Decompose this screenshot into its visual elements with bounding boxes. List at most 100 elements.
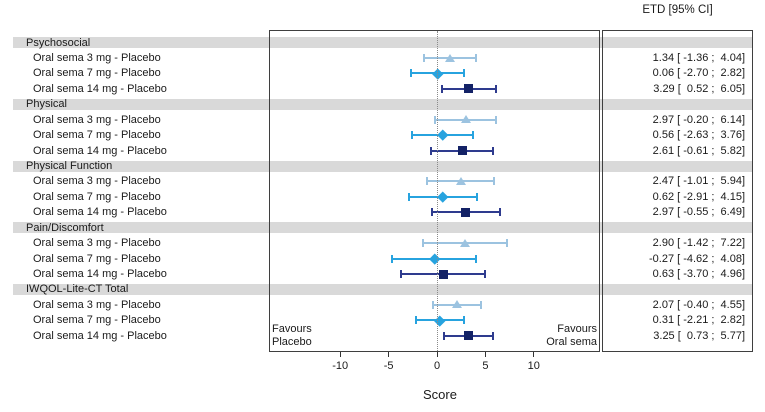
favours-oral-sema-line2: Oral sema (546, 335, 597, 348)
marker-triangle-icon (455, 176, 466, 185)
error-bar-cap-left (434, 115, 437, 124)
group-band (13, 283, 753, 295)
row-label: Oral sema 14 mg - Placebo (33, 206, 167, 219)
error-bar-cap-right (493, 177, 496, 186)
ci-value: 2.61 [ -0.61 ; 5.82] (652, 144, 745, 157)
error-bar-cap-left (430, 146, 433, 155)
marker-triangle-icon (452, 300, 463, 309)
row-label: Oral sema 14 mg - Placebo (33, 144, 167, 157)
etd-column-header: ETD [95% CI] (642, 4, 713, 16)
error-bar-cap-right (472, 131, 475, 140)
marker-square-icon (464, 84, 474, 94)
error-bar-cap-left (432, 300, 435, 309)
error-bar-cap-right (463, 69, 466, 78)
zero-reference-line (436, 31, 438, 351)
row-label: Oral sema 7 mg - Placebo (33, 190, 161, 203)
error-bar-cap-left (426, 177, 429, 186)
error-bar-cap-left (441, 84, 444, 93)
ci-value: 2.90 [ -1.42 ; 7.22] (652, 237, 745, 250)
group-label: IWQOL-Lite-CT Total (26, 283, 129, 296)
group-band (13, 37, 753, 49)
x-tick (388, 352, 390, 357)
x-tick (533, 352, 535, 357)
marker-triangle-icon (460, 115, 471, 124)
group-band (13, 98, 753, 110)
x-tick-label: 0 (433, 360, 441, 372)
error-bar-cap-right (492, 146, 495, 155)
x-axis-title: Score (423, 387, 457, 402)
ci-value: 0.56 [ -2.63 ; 3.76] (652, 129, 745, 142)
error-bar-cap-left (430, 208, 433, 217)
row-label: Oral sema 3 mg - Placebo (33, 237, 161, 250)
error-bar-cap-right (491, 331, 494, 340)
ci-value: -0.27 [ -4.62 ; 4.08] (648, 252, 745, 265)
error-bar-cap-right (484, 270, 486, 279)
error-bar-cap-right (463, 316, 466, 325)
row-label: Oral sema 14 mg - Placebo (33, 329, 167, 342)
value-panel-border (602, 30, 753, 352)
marker-triangle-icon (444, 53, 455, 62)
error-bar-cap-right (495, 115, 498, 124)
row-label: Oral sema 3 mg - Placebo (33, 113, 161, 126)
marker-triangle-icon (460, 238, 471, 247)
ci-value: 3.25 [ 0.73 ; 5.77] (653, 329, 745, 342)
error-bar-cap-right (475, 54, 478, 63)
group-label: Physical Function (26, 160, 113, 173)
favours-placebo-label: Favours Placebo (272, 323, 312, 348)
error-bar-cap-left (407, 192, 410, 201)
row-label: Oral sema 7 mg - Placebo (33, 67, 161, 80)
error-bar-cap-left (422, 239, 425, 248)
ci-value: 0.31 [ -2.21 ; 2.82] (652, 314, 745, 327)
x-tick (484, 352, 486, 357)
ci-value: 2.47 [ -1.01 ; 5.94] (652, 175, 745, 188)
x-tick-label: 5 (482, 360, 489, 372)
ci-value: 2.07 [ -0.40 ; 4.55] (652, 298, 745, 311)
error-bar-cap-right (505, 239, 508, 248)
row-label: Oral sema 7 mg - Placebo (33, 314, 161, 327)
x-tick-label: -10 (332, 360, 349, 372)
group-label: Physical (26, 98, 67, 111)
x-tick-label: 10 (527, 360, 540, 372)
marker-square-icon (457, 146, 467, 156)
error-bar-cap-left (409, 69, 412, 78)
x-tick-label: -5 (383, 360, 394, 372)
favours-oral-sema-line1: Favours (557, 323, 597, 335)
row-label: Oral sema 14 mg - Placebo (33, 268, 167, 281)
favours-placebo-line2: Placebo (272, 335, 312, 348)
error-bar-cap-right (494, 84, 497, 93)
ci-value: 0.06 [ -2.70 ; 2.82] (652, 67, 745, 80)
error-bar-cap-left (414, 316, 417, 325)
group-band (13, 160, 753, 172)
error-bar-cap-left (391, 254, 394, 263)
error-bar-cap-left (443, 331, 446, 340)
ci-value: 0.62 [ -2.91 ; 4.15] (652, 190, 745, 203)
ci-value: 1.34 [ -1.36 ; 4.04] (652, 52, 745, 65)
group-band (13, 222, 753, 234)
row-label: Oral sema 14 mg - Placebo (33, 82, 167, 95)
row-label: Oral sema 3 mg - Placebo (33, 298, 161, 311)
marker-square-icon (461, 207, 471, 217)
group-label: Psychosocial (26, 36, 91, 49)
row-label: Oral sema 7 mg - Placebo (33, 252, 161, 265)
x-tick (436, 352, 438, 357)
error-bar-cap-right (498, 208, 501, 217)
error-bar-cap-right (480, 300, 483, 309)
error-bar-cap-left (410, 131, 413, 140)
marker-square-icon (463, 331, 473, 341)
ci-value: 2.97 [ -0.20 ; 6.14] (652, 113, 745, 126)
x-tick (339, 352, 341, 357)
error-bar-cap-left (400, 270, 403, 279)
error-bar-cap-left (422, 54, 425, 63)
row-label: Oral sema 3 mg - Placebo (33, 175, 161, 188)
marker-square-icon (438, 269, 448, 279)
plot-panel-border (269, 30, 600, 352)
ci-value: 3.29 [ 0.52 ; 6.05] (653, 82, 745, 95)
group-label: Pain/Discomfort (26, 221, 104, 234)
error-bar-cap-right (475, 254, 478, 263)
favours-oral-sema-label: Favours Oral sema (478, 323, 597, 348)
ci-value: 2.97 [ -0.55 ; 6.49] (652, 206, 745, 219)
row-label: Oral sema 7 mg - Placebo (33, 129, 161, 142)
favours-placebo-line1: Favours (272, 323, 312, 335)
ci-value: 0.63 [ -3.70 ; 4.96] (652, 268, 745, 281)
